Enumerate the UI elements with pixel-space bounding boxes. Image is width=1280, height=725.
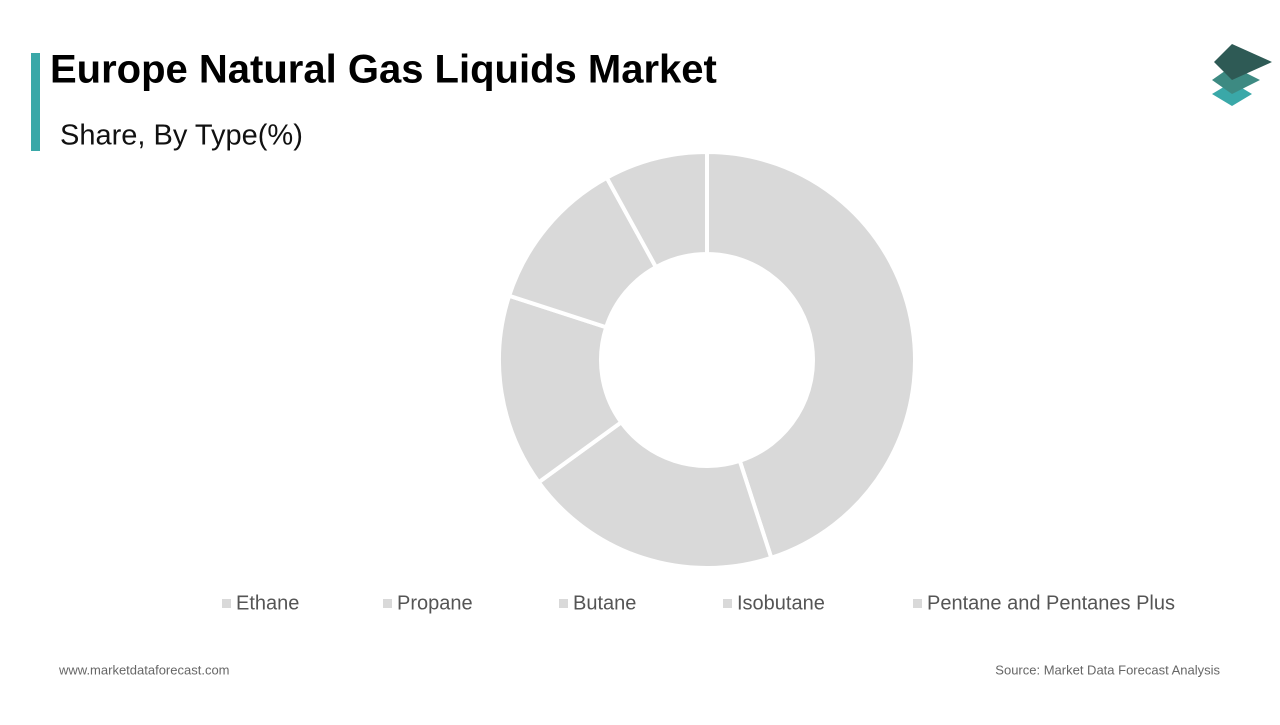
donut-segment (535, 419, 774, 570)
legend-swatch (913, 599, 922, 608)
legend-swatch (383, 599, 392, 608)
legend-label: Propane (397, 592, 473, 614)
chart-title: Europe Natural Gas Liquids Market (50, 48, 717, 92)
donut (497, 149, 917, 570)
logo (1212, 44, 1272, 106)
donut-segment (604, 149, 709, 270)
legend-label: Ethane (236, 592, 299, 614)
chart-subtitle: Share, By Type(%) (60, 120, 303, 152)
legend-label: Pentane and Pentanes Plus (927, 592, 1175, 614)
website: www.marketdataforecast.com (58, 662, 230, 677)
accent-bar (31, 53, 40, 151)
donut-segment (497, 293, 625, 486)
legend-label: Isobutane (737, 592, 825, 614)
legend-swatch (222, 599, 231, 608)
legend-swatch (723, 599, 732, 608)
legend-swatch (559, 599, 568, 608)
source: Source: Market Data Forecast Analysis (995, 662, 1220, 677)
donut-segment (705, 149, 917, 561)
legend: Ethane Propane Butane Isobutane Pentane and … (222, 592, 1175, 614)
legend-label: Butane (573, 592, 636, 614)
